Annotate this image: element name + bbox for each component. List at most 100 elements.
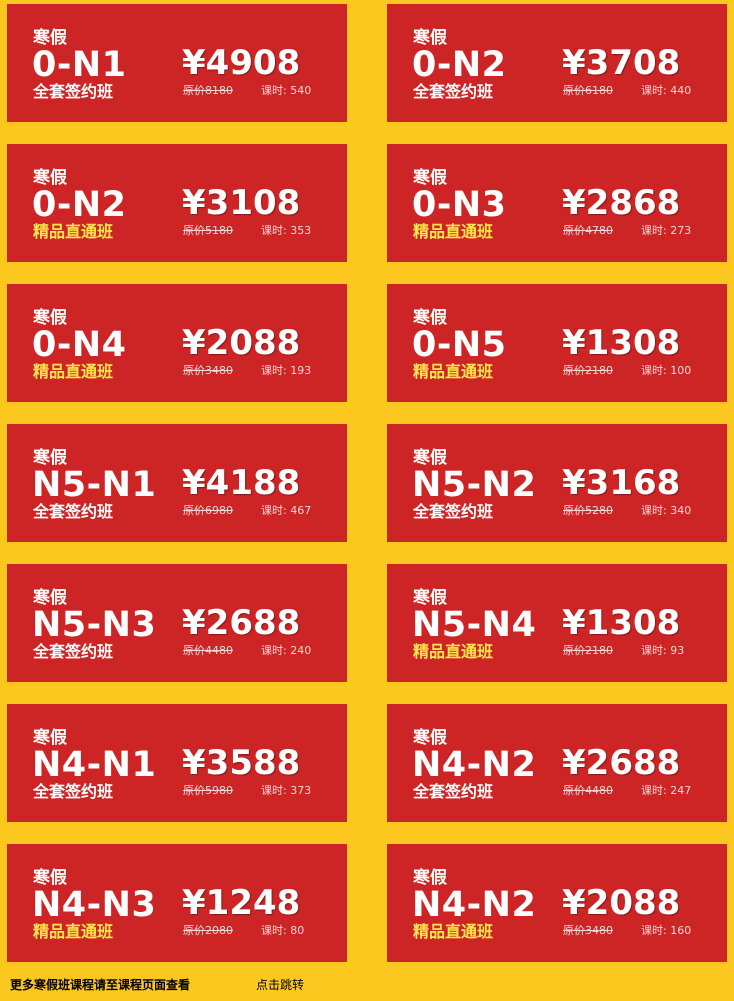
course-card-0-n2-premium[interactable]: 寒假 0-N2 精品直通班 ¥3108 原价5180 课时: 353 xyxy=(7,144,347,262)
course-card-n4-n2-contract[interactable]: 寒假 N4-N2 全套签约班 ¥2688 原价4480 课时: 247 xyxy=(387,704,727,822)
price: ¥2868 xyxy=(562,183,681,223)
course-hours: 课时: 373 xyxy=(261,784,312,797)
course-hours: 课时: 540 xyxy=(261,84,312,97)
level-label: 0-N3 xyxy=(412,185,507,225)
price: ¥1248 xyxy=(182,883,301,923)
course-hours: 课时: 353 xyxy=(261,224,312,237)
price: ¥3108 xyxy=(182,183,301,223)
price: ¥2688 xyxy=(182,603,301,643)
original-price: 原价6180 xyxy=(563,84,613,97)
level-label: 0-N5 xyxy=(412,325,507,365)
course-card-n5-n2-contract[interactable]: 寒假 N5-N2 全套签约班 ¥3168 原价5280 课时: 340 xyxy=(387,424,727,542)
price: ¥1308 xyxy=(562,323,681,363)
price: ¥2088 xyxy=(182,323,301,363)
original-price: 原价3480 xyxy=(183,364,233,377)
price: ¥1308 xyxy=(562,603,681,643)
season-label: 寒假 xyxy=(413,308,447,328)
original-price: 原价5280 xyxy=(563,504,613,517)
season-label: 寒假 xyxy=(33,728,67,748)
course-hours: 课时: 467 xyxy=(261,504,312,517)
original-price: 原价2180 xyxy=(563,644,613,657)
level-label: N4-N1 xyxy=(32,745,157,785)
original-price: 原价5180 xyxy=(183,224,233,237)
season-label: 寒假 xyxy=(33,168,67,188)
price: ¥3588 xyxy=(182,743,301,783)
price: ¥2088 xyxy=(562,883,681,923)
course-type: 精品直通班 xyxy=(33,362,114,381)
level-label: N5-N4 xyxy=(412,605,537,645)
level-label: 0-N2 xyxy=(412,45,507,85)
course-hours: 课时: 100 xyxy=(641,364,692,377)
more-courses-note: 更多寒假班课程请至课程页面查看 xyxy=(10,978,191,992)
level-label: N5-N1 xyxy=(32,465,157,505)
course-card-n4-n2-premium[interactable]: 寒假 N4-N2 精品直通班 ¥2088 原价3480 课时: 160 xyxy=(387,844,727,962)
course-card-0-n5-premium[interactable]: 寒假 0-N5 精品直通班 ¥1308 原价2180 课时: 100 xyxy=(387,284,727,402)
course-type: 全套签约班 xyxy=(33,642,114,661)
season-label: 寒假 xyxy=(413,28,447,48)
course-hours: 课时: 193 xyxy=(261,364,312,377)
course-type: 全套签约班 xyxy=(413,502,494,521)
course-card-n5-n3-contract[interactable]: 寒假 N5-N3 全套签约班 ¥2688 原价4480 课时: 240 xyxy=(7,564,347,682)
jump-link[interactable]: 点击跳转 xyxy=(256,978,305,992)
original-price: 原价5980 xyxy=(183,784,233,797)
course-card-n4-n3-premium[interactable]: 寒假 N4-N3 精品直通班 ¥1248 原价2080 课时: 80 xyxy=(7,844,347,962)
course-hours: 课时: 247 xyxy=(641,784,692,797)
level-label: N5-N2 xyxy=(412,465,537,505)
course-card-n5-n1-contract[interactable]: 寒假 N5-N1 全套签约班 ¥4188 原价6980 课时: 467 xyxy=(7,424,347,542)
original-price: 原价4480 xyxy=(563,784,613,797)
original-price: 原价2180 xyxy=(563,364,613,377)
original-price: 原价6980 xyxy=(183,504,233,517)
original-price: 原价3480 xyxy=(563,924,613,937)
course-type: 全套签约班 xyxy=(33,82,114,101)
course-type: 全套签约班 xyxy=(33,782,114,801)
season-label: 寒假 xyxy=(413,448,447,468)
course-hours: 课时: 160 xyxy=(641,924,692,937)
course-card-0-n2-contract[interactable]: 寒假 0-N2 全套签约班 ¥3708 原价6180 课时: 440 xyxy=(387,4,727,122)
level-label: 0-N4 xyxy=(32,325,127,365)
season-label: 寒假 xyxy=(33,28,67,48)
level-label: 0-N1 xyxy=(32,45,127,85)
course-hours: 课时: 240 xyxy=(261,644,312,657)
season-label: 寒假 xyxy=(33,588,67,608)
price: ¥2688 xyxy=(562,743,681,783)
course-type: 全套签约班 xyxy=(33,502,114,521)
original-price: 原价4780 xyxy=(563,224,613,237)
course-hours: 课时: 80 xyxy=(261,924,305,937)
course-card-0-n3-premium[interactable]: 寒假 0-N3 精品直通班 ¥2868 原价4780 课时: 273 xyxy=(387,144,727,262)
course-type: 全套签约班 xyxy=(413,782,494,801)
level-label: N5-N3 xyxy=(32,605,157,645)
season-label: 寒假 xyxy=(33,448,67,468)
level-label: 0-N2 xyxy=(32,185,127,225)
course-hours: 课时: 340 xyxy=(641,504,692,517)
course-type: 精品直通班 xyxy=(413,222,494,241)
season-label: 寒假 xyxy=(33,308,67,328)
course-hours: 课时: 273 xyxy=(641,224,692,237)
course-type: 精品直通班 xyxy=(33,922,114,941)
course-card-0-n4-premium[interactable]: 寒假 0-N4 精品直通班 ¥2088 原价3480 课时: 193 xyxy=(7,284,347,402)
course-type: 精品直通班 xyxy=(413,922,494,941)
season-label: 寒假 xyxy=(413,728,447,748)
season-label: 寒假 xyxy=(413,588,447,608)
original-price: 原价2080 xyxy=(183,924,233,937)
course-type: 全套签约班 xyxy=(413,82,494,101)
course-hours: 课时: 93 xyxy=(641,644,685,657)
course-type: 精品直通班 xyxy=(413,362,494,381)
original-price: 原价4480 xyxy=(183,644,233,657)
course-type: 精品直通班 xyxy=(413,642,494,661)
season-label: 寒假 xyxy=(33,868,67,888)
price: ¥4188 xyxy=(182,463,301,503)
season-label: 寒假 xyxy=(413,868,447,888)
course-card-0-n1-contract[interactable]: 寒假 0-N1 全套签约班 ¥4908 原价8180 课时: 540 xyxy=(7,4,347,122)
level-label: N4-N3 xyxy=(32,885,157,925)
course-hours: 课时: 440 xyxy=(641,84,692,97)
course-type: 精品直通班 xyxy=(33,222,114,241)
level-label: N4-N2 xyxy=(412,885,537,925)
price: ¥3708 xyxy=(562,43,681,83)
course-card-n4-n1-contract[interactable]: 寒假 N4-N1 全套签约班 ¥3588 原价5980 课时: 373 xyxy=(7,704,347,822)
price: ¥4908 xyxy=(182,43,301,83)
season-label: 寒假 xyxy=(413,168,447,188)
original-price: 原价8180 xyxy=(183,84,233,97)
price: ¥3168 xyxy=(562,463,681,503)
course-card-n5-n4-premium[interactable]: 寒假 N5-N4 精品直通班 ¥1308 原价2180 课时: 93 xyxy=(387,564,727,682)
level-label: N4-N2 xyxy=(412,745,537,785)
